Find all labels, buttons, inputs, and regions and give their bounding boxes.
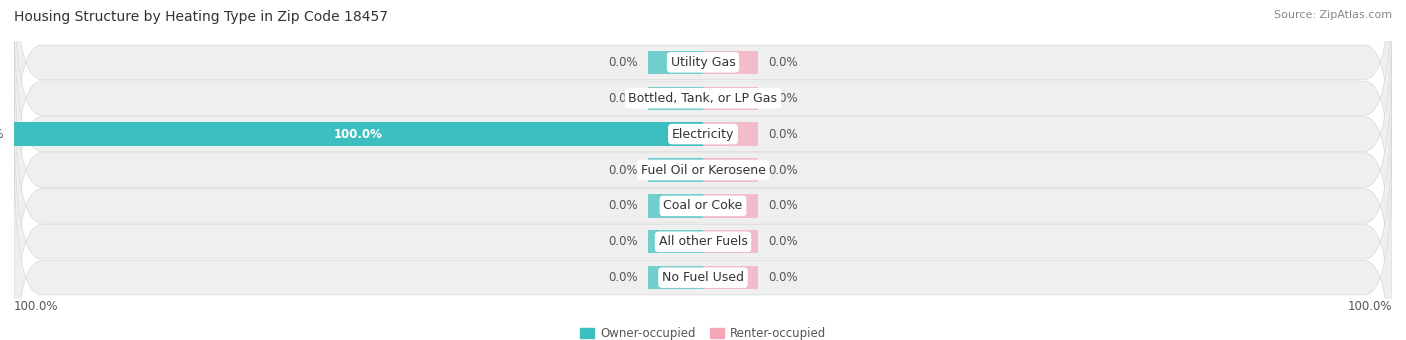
Text: 0.0%: 0.0% xyxy=(769,271,799,284)
Bar xyxy=(703,230,758,253)
FancyBboxPatch shape xyxy=(14,80,1392,332)
Text: Source: ZipAtlas.com: Source: ZipAtlas.com xyxy=(1274,10,1392,20)
Text: 0.0%: 0.0% xyxy=(607,92,637,105)
Text: 0.0%: 0.0% xyxy=(607,271,637,284)
Text: Electricity: Electricity xyxy=(672,128,734,141)
FancyBboxPatch shape xyxy=(14,44,1392,296)
Bar xyxy=(703,51,758,74)
Text: 100.0%: 100.0% xyxy=(0,128,4,141)
Text: 0.0%: 0.0% xyxy=(769,92,799,105)
Text: 0.0%: 0.0% xyxy=(607,164,637,176)
Text: 0.0%: 0.0% xyxy=(769,235,799,248)
Text: 100.0%: 100.0% xyxy=(14,300,59,313)
Text: 0.0%: 0.0% xyxy=(769,164,799,176)
Text: All other Fuels: All other Fuels xyxy=(658,235,748,248)
Bar xyxy=(703,158,758,182)
FancyBboxPatch shape xyxy=(14,8,1392,260)
Text: 100.0%: 100.0% xyxy=(1347,300,1392,313)
Bar xyxy=(648,87,703,110)
Bar xyxy=(14,122,703,146)
Bar xyxy=(648,194,703,218)
Bar xyxy=(648,158,703,182)
Text: 0.0%: 0.0% xyxy=(607,199,637,212)
Text: 0.0%: 0.0% xyxy=(607,56,637,69)
FancyBboxPatch shape xyxy=(14,0,1392,189)
Text: 0.0%: 0.0% xyxy=(607,235,637,248)
Bar xyxy=(648,266,703,289)
Text: 0.0%: 0.0% xyxy=(769,56,799,69)
Text: 0.0%: 0.0% xyxy=(769,199,799,212)
FancyBboxPatch shape xyxy=(14,0,1392,224)
Text: Bottled, Tank, or LP Gas: Bottled, Tank, or LP Gas xyxy=(628,92,778,105)
Bar xyxy=(703,122,758,146)
Text: 0.0%: 0.0% xyxy=(769,128,799,141)
FancyBboxPatch shape xyxy=(14,116,1392,340)
Text: Fuel Oil or Kerosene: Fuel Oil or Kerosene xyxy=(641,164,765,176)
Text: Coal or Coke: Coal or Coke xyxy=(664,199,742,212)
Bar xyxy=(703,266,758,289)
Legend: Owner-occupied, Renter-occupied: Owner-occupied, Renter-occupied xyxy=(579,327,827,340)
Bar xyxy=(703,194,758,218)
Text: Utility Gas: Utility Gas xyxy=(671,56,735,69)
Bar xyxy=(648,230,703,253)
Text: Housing Structure by Heating Type in Zip Code 18457: Housing Structure by Heating Type in Zip… xyxy=(14,10,388,24)
Bar xyxy=(648,51,703,74)
Text: 100.0%: 100.0% xyxy=(335,128,382,141)
FancyBboxPatch shape xyxy=(14,151,1392,340)
Text: No Fuel Used: No Fuel Used xyxy=(662,271,744,284)
Bar xyxy=(703,87,758,110)
